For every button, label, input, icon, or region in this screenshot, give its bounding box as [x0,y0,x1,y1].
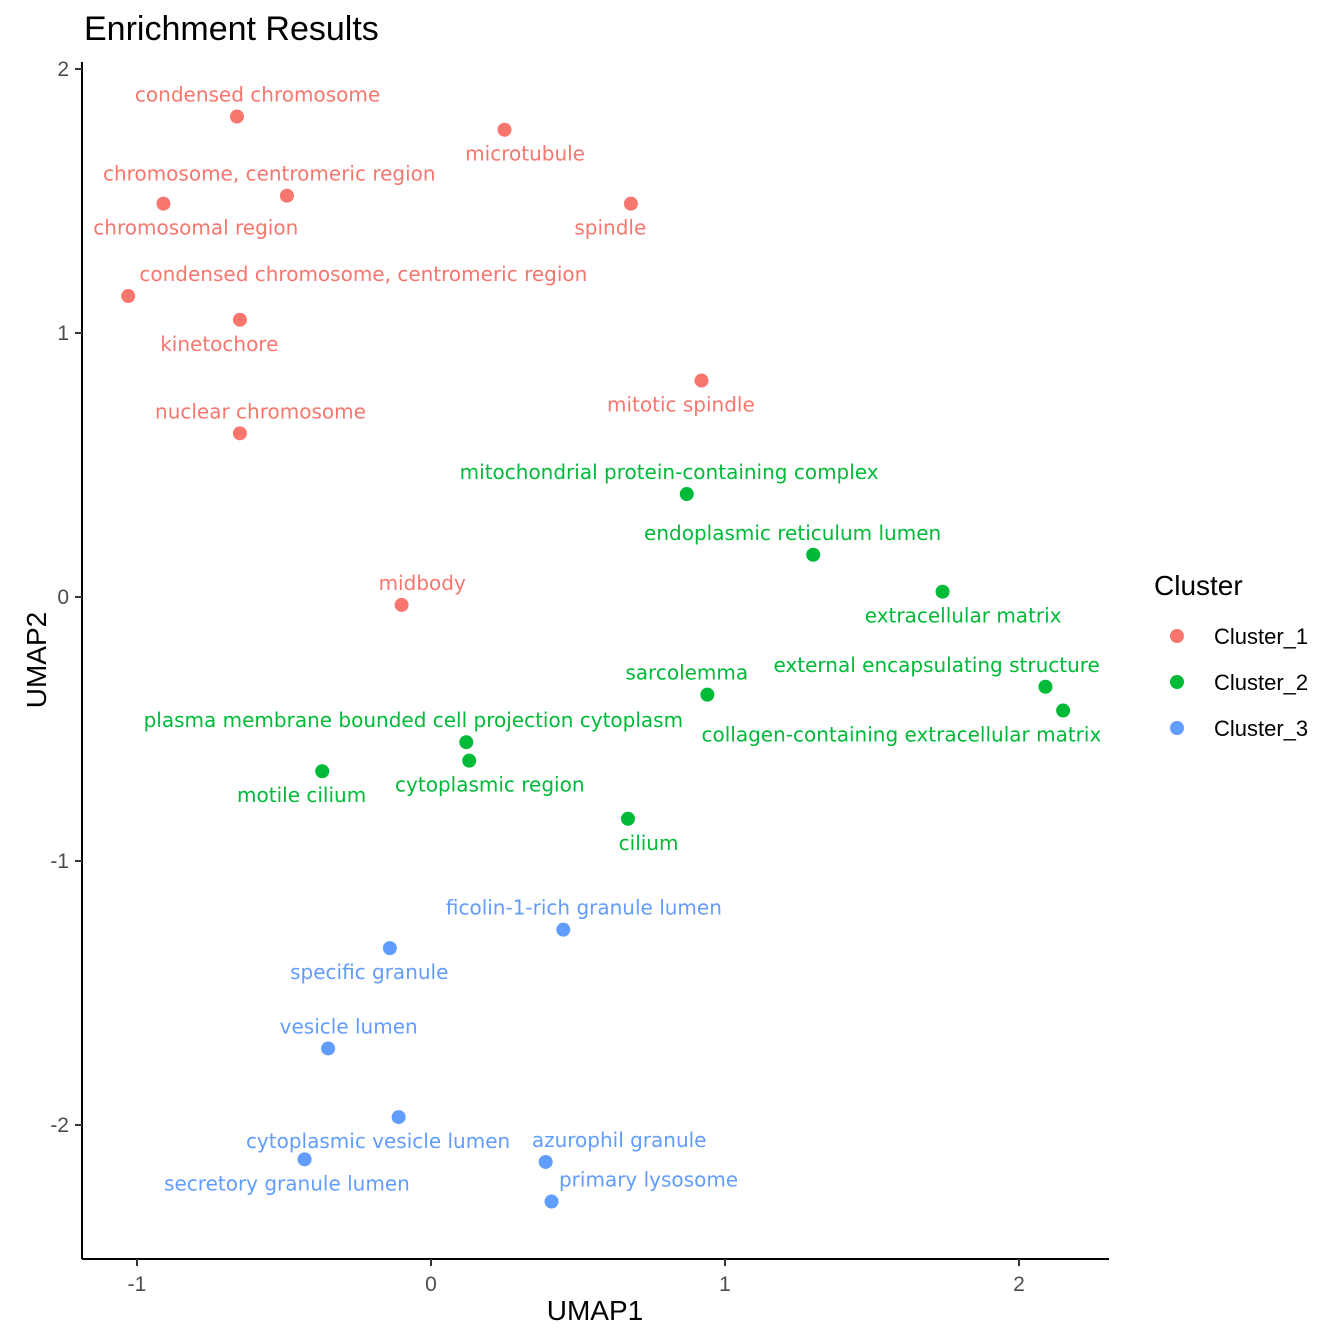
y-tick-label: 1 [57,322,69,345]
legend-label: Cluster_1 [1214,624,1308,649]
point-label: cilium [619,831,679,855]
legend: Cluster Cluster_1 Cluster_2 Cluster_3 [1154,570,1308,741]
point-label: chromosomal region [93,216,298,240]
point-label: sarcolemma [625,661,748,685]
data-point [279,188,294,203]
x-tick-label: 2 [1013,1273,1025,1296]
data-point [121,289,136,304]
data-point [232,312,247,327]
y-tick-label: 2 [57,58,69,81]
data-point [156,196,171,211]
point-label: endoplasmic reticulum lumen [644,521,941,545]
data-point [538,1154,553,1169]
x-tick-label: 0 [425,1273,437,1296]
chart-title: Enrichment Results [84,10,379,48]
data-point [232,426,247,441]
y-tick-label: -2 [50,1114,69,1137]
data-point [229,109,244,124]
data-point [620,811,635,826]
plot-panel: -1 0 1 2 2 1 0 -1 -2 condensed chromosome microt… [50,58,1109,1296]
point-label: condensed chromosome, centromeric region [139,262,587,286]
data-point [497,122,512,137]
point-label: chromosome, centromeric region [103,162,436,186]
legend-key [1170,675,1184,689]
data-point [700,687,715,702]
x-axis-ticks: -1 0 1 2 [128,1259,1025,1296]
point-label: spindle [574,216,646,240]
data-point [935,584,950,599]
y-axis-title: UMAP2 [21,612,52,708]
point-label: ficolin-1-rich granule lumen [446,896,722,920]
point-label: secretory granule lumen [164,1171,410,1195]
point-label: mitotic spindle [607,393,755,417]
point-label: condensed chromosome [135,83,380,107]
legend-label: Cluster_3 [1214,716,1308,741]
y-tick-label: 0 [57,586,69,609]
point-label: extracellular matrix [865,604,1062,628]
data-points [121,109,1071,1209]
y-tick-label: -1 [50,850,69,873]
x-tick-label: -1 [128,1273,147,1296]
point-label: external encapsulating structure [773,653,1099,677]
data-point [623,196,638,211]
point-label: nuclear chromosome [155,399,366,423]
x-tick-label: 1 [719,1273,731,1296]
point-labels: condensed chromosome microtubule chromosom… [93,83,1101,1196]
data-point [1038,679,1053,694]
legend-key [1170,629,1184,643]
data-point [694,373,709,388]
data-point [297,1152,312,1167]
data-point [382,941,397,956]
point-label: microtubule [465,142,585,166]
data-point [459,735,474,750]
data-point [679,487,694,502]
data-point [806,547,821,562]
point-label: specific granule [290,960,448,984]
point-label: primary lysosome [559,1168,738,1192]
x-axis-title: UMAP1 [547,1295,643,1326]
point-label: midbody [379,571,466,595]
data-point [391,1110,406,1125]
y-axis-ticks: 2 1 0 -1 -2 [50,58,82,1137]
point-label: motile cilium [237,783,366,807]
legend-key [1170,721,1184,735]
data-point [315,764,330,779]
point-label: vesicle lumen [280,1014,418,1038]
data-point [1056,703,1071,718]
data-point [556,922,571,937]
point-label: mitochondrial protein-containing complex [460,460,879,484]
data-point [462,753,477,768]
data-point [544,1194,559,1209]
point-label: cytoplasmic region [395,773,584,797]
point-label: kinetochore [160,332,278,356]
point-label: cytoplasmic vesicle lumen [246,1129,510,1153]
data-point [394,597,409,612]
point-label: collagen-containing extracellular matrix [701,723,1101,747]
legend-label: Cluster_2 [1214,670,1308,695]
legend-title: Cluster [1154,570,1243,601]
point-label: plasma membrane bounded cell projection … [144,708,683,732]
data-point [321,1041,336,1056]
point-label: azurophil granule [532,1128,707,1152]
